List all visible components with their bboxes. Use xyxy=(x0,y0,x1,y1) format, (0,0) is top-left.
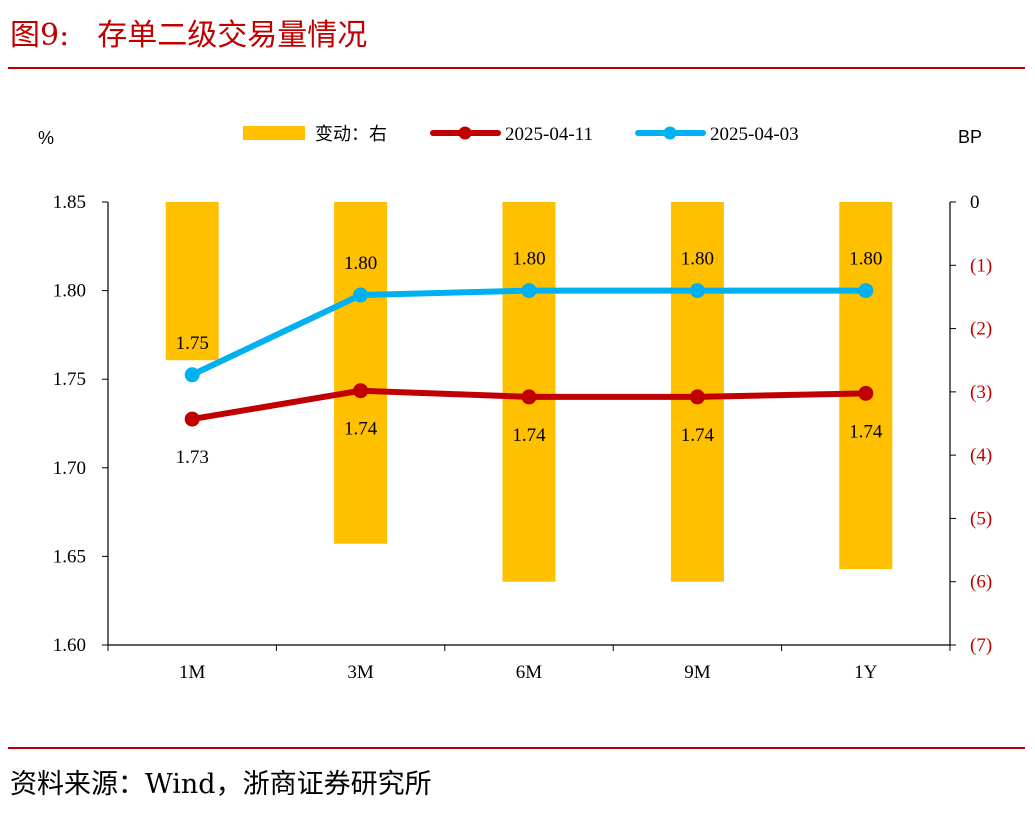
figure-number: 图9: xyxy=(10,18,70,53)
left-tick-label: 1.85 xyxy=(53,192,86,213)
x-tick-label-9m: 9M xyxy=(684,662,711,683)
data-label-2025-04-03-1m: 1.75 xyxy=(176,333,209,354)
left-tick-label: 1.70 xyxy=(53,458,86,479)
data-label-2025-04-03-1y: 1.80 xyxy=(849,249,882,270)
x-tick-label-3m: 3M xyxy=(347,662,374,683)
series-point-2025-04-11-6m xyxy=(521,389,537,405)
x-tick-label-1y: 1Y xyxy=(854,662,878,683)
series-point-2025-04-11-9m xyxy=(689,389,705,405)
legend-swatch-bars xyxy=(243,126,305,140)
data-label-2025-04-11-3m: 1.74 xyxy=(344,419,378,440)
source-note: 资料来源：Wind，浙商证券研究所 xyxy=(10,769,432,800)
series-point-2025-04-03-1m xyxy=(184,367,200,383)
bar-1y xyxy=(839,202,893,570)
data-label-2025-04-11-6m: 1.74 xyxy=(512,425,546,446)
chart: 1.60 1.65 1.70 1.75 1.80 1.85 0 (1) (2) (3) (4) (5)… xyxy=(38,124,992,683)
figure-title-text: 存单二级交易量情况 xyxy=(97,18,368,53)
series-point-2025-04-03-9m xyxy=(689,283,705,299)
right-tick-label: (5) xyxy=(970,508,992,529)
left-tick-label: 1.60 xyxy=(53,635,86,656)
figure-title: 图9: 存单二级交易量情况 xyxy=(10,10,367,54)
bar-3m xyxy=(334,202,388,544)
series-point-2025-04-03-1y xyxy=(858,283,874,299)
legend-label-0403: 2025-04-03 xyxy=(710,124,799,145)
series-point-2025-04-03-6m xyxy=(521,283,537,299)
bar-1m xyxy=(165,202,219,361)
data-label-2025-04-11-1y: 1.74 xyxy=(849,421,883,442)
right-tick-label: (3) xyxy=(970,382,992,403)
series-point-2025-04-11-1m xyxy=(184,411,200,427)
right-tick-label: (6) xyxy=(970,572,992,593)
data-label-2025-04-03-6m: 1.80 xyxy=(512,249,545,270)
series-point-2025-04-11-1y xyxy=(858,385,874,401)
data-label-2025-04-11-9m: 1.74 xyxy=(681,425,715,446)
x-tick-label-6m: 6M xyxy=(516,662,543,683)
left-tick-label: 1.65 xyxy=(53,546,86,567)
legend-label-bars: 变动：右 xyxy=(315,124,387,145)
right-tick-label: (1) xyxy=(970,255,992,276)
left-tick-label: 1.75 xyxy=(53,369,86,390)
x-tick-label-1m: 1M xyxy=(179,662,206,683)
series-point-2025-04-11-3m xyxy=(353,383,369,399)
data-label-2025-04-03-3m: 1.80 xyxy=(344,253,377,274)
source-divider xyxy=(8,747,1025,749)
data-label-2025-04-11-1m: 1.73 xyxy=(176,447,209,468)
right-tick-label: 0 xyxy=(970,192,980,213)
right-tick-label: (4) xyxy=(970,445,992,466)
left-tick-label: 1.80 xyxy=(53,281,86,302)
legend-label-0411: 2025-04-11 xyxy=(505,124,593,145)
series-point-2025-04-03-3m xyxy=(353,287,369,303)
title-divider xyxy=(8,67,1025,69)
right-axis-unit: BP xyxy=(958,127,982,147)
legend-marker-0403 xyxy=(663,126,677,140)
data-label-2025-04-03-9m: 1.80 xyxy=(681,249,714,270)
right-tick-label: (7) xyxy=(970,635,992,656)
left-axis-unit: % xyxy=(38,128,54,148)
legend-marker-0411 xyxy=(458,126,472,140)
right-tick-label: (2) xyxy=(970,319,992,340)
